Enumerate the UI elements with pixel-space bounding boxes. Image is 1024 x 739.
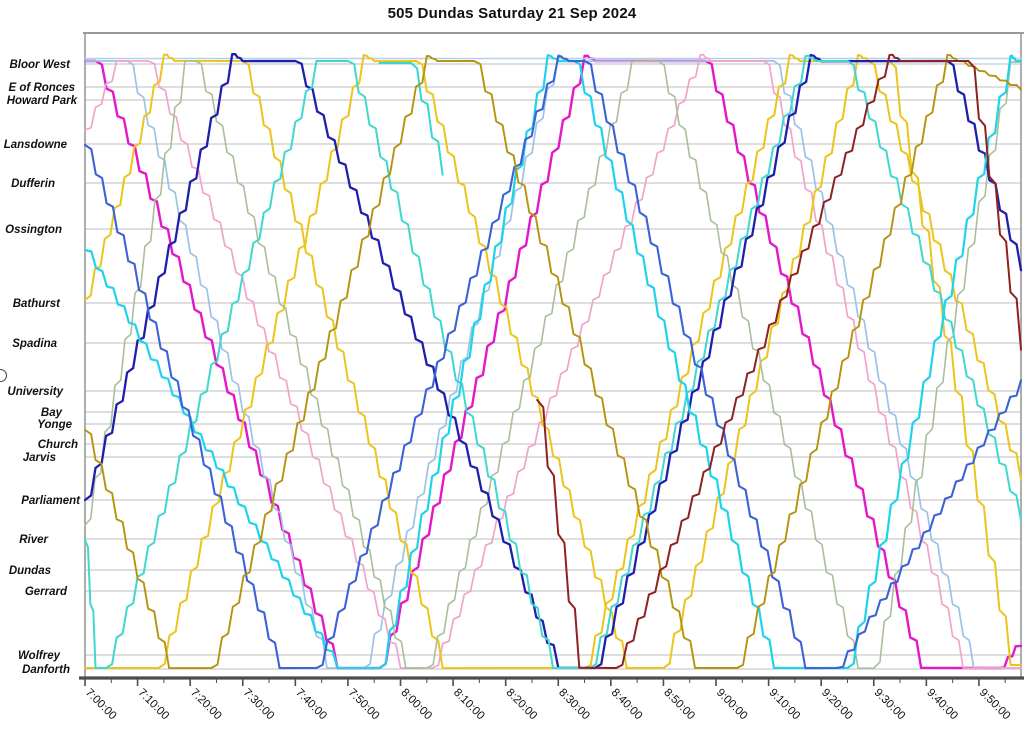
x-tick-label: 7:10:00 bbox=[135, 687, 171, 723]
x-tick-label: 9:00:00 bbox=[714, 687, 750, 723]
x-tick-label: 9:20:00 bbox=[819, 687, 855, 723]
station-label-river: River bbox=[19, 534, 48, 546]
run-teal bbox=[84, 54, 1022, 669]
x-tick-label: 9:30:00 bbox=[872, 687, 908, 723]
run-steelblue bbox=[84, 53, 1022, 669]
station-label-yonge: Yonge bbox=[37, 419, 72, 431]
x-tick-label: 7:40:00 bbox=[293, 687, 329, 723]
station-label-e-of-ronces: E of Ronces bbox=[9, 82, 75, 94]
x-tick-label: 8:10:00 bbox=[451, 687, 487, 723]
x-tick-label: 7:50:00 bbox=[346, 687, 382, 723]
x-tick-label: 9:10:00 bbox=[766, 687, 802, 723]
run-yellow-2 bbox=[84, 53, 1022, 669]
trajectories bbox=[84, 53, 1023, 670]
x-tick-label: 9:40:00 bbox=[924, 687, 960, 723]
run-sage bbox=[84, 60, 1022, 669]
station-label-gerrard: Gerrard bbox=[25, 586, 68, 598]
station-label-church: Church bbox=[38, 439, 78, 451]
run-royal bbox=[84, 55, 1023, 670]
x-tick-label: 8:00:00 bbox=[398, 687, 434, 723]
station-label-howard-park: Howard Park bbox=[7, 95, 78, 107]
x-tick-label: 7:30:00 bbox=[241, 687, 277, 723]
station-label-jarvis: Jarvis bbox=[23, 452, 56, 464]
station-label-bay: Bay bbox=[41, 407, 63, 419]
x-tick-label: 8:20:00 bbox=[504, 687, 540, 723]
x-tick-label: 7:00:00 bbox=[83, 687, 119, 723]
station-label-dufferin: Dufferin bbox=[11, 178, 55, 190]
station-label-lansdowne: Lansdowne bbox=[4, 139, 68, 151]
run-cyan bbox=[84, 54, 1023, 670]
x-tick-label: 8:50:00 bbox=[661, 687, 697, 723]
station-label-university: University bbox=[7, 386, 63, 398]
x-tick-label: 7:20:00 bbox=[188, 687, 224, 723]
run-pink bbox=[84, 53, 1022, 670]
run-yellow-1 bbox=[84, 53, 1022, 670]
station-label-danforth: Danforth bbox=[22, 664, 70, 676]
station-label-wolfrey: Wolfrey bbox=[18, 650, 61, 662]
x-tick-label: 9:50:00 bbox=[977, 687, 1013, 723]
run-teal-exit bbox=[378, 62, 444, 176]
run-maroon bbox=[536, 53, 1022, 669]
station-label-dundas: Dundas bbox=[9, 565, 51, 577]
page-title: 505 Dundas Saturday 21 Sep 2024 bbox=[387, 5, 637, 22]
station-label-parliament: Parliament bbox=[21, 495, 81, 507]
run-navy bbox=[84, 53, 1023, 670]
station-label-bloor-west: Bloor West bbox=[10, 59, 72, 71]
run-magenta bbox=[84, 54, 1023, 670]
station-label-ossington: Ossington bbox=[5, 224, 62, 236]
x-tick-label: 8:40:00 bbox=[609, 687, 645, 723]
station-label-bathurst: Bathurst bbox=[13, 298, 61, 310]
run-olive bbox=[84, 53, 1022, 670]
x-tick-label: 8:30:00 bbox=[556, 687, 592, 723]
station-label-spadina: Spadina bbox=[12, 338, 57, 350]
